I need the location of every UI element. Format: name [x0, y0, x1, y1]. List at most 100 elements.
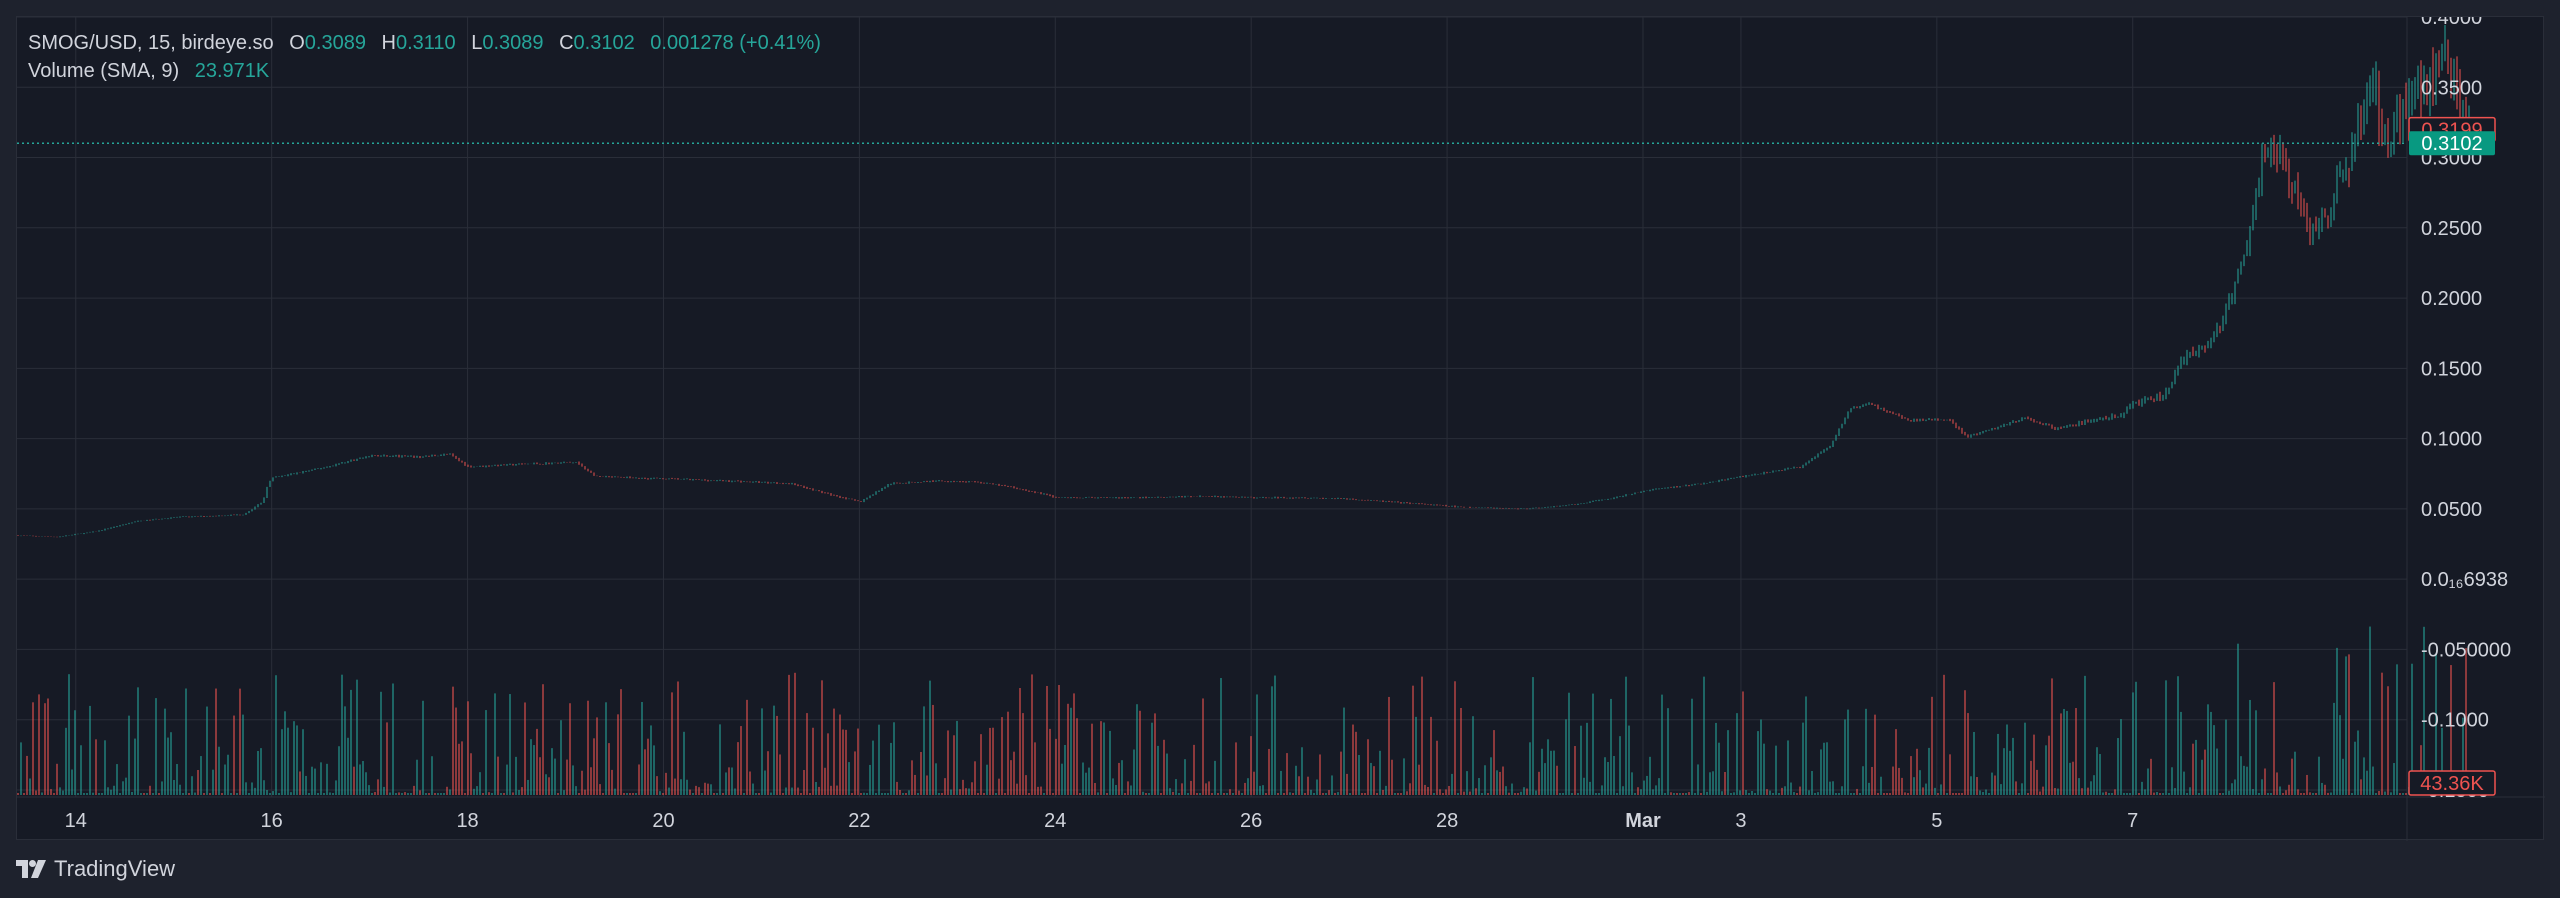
volume-bar — [1544, 763, 1546, 795]
volume-bar — [2075, 708, 2077, 795]
volume-bar — [95, 739, 97, 795]
volume-bar — [1160, 793, 1162, 795]
volume-bar — [395, 793, 397, 795]
volume-bar — [806, 713, 808, 795]
volume-bar — [1772, 793, 1774, 795]
time-axis[interactable]: 14 16 18 20 22 24 26 28 Mar 3 5 7 — [65, 810, 2139, 832]
volume-bar — [563, 790, 565, 795]
grid-lines — [17, 17, 2545, 841]
price-tick-label: 0.4000 — [2421, 17, 2482, 29]
volume-bar — [866, 793, 868, 795]
volume-bar — [977, 793, 979, 795]
volume-bar — [635, 793, 637, 795]
volume-bar — [1646, 775, 1648, 795]
volume-bar — [2309, 792, 2311, 795]
volume-bar — [2384, 791, 2386, 795]
volume-bar — [929, 680, 931, 795]
volume-bar — [611, 769, 613, 795]
volume-bar — [2051, 678, 2053, 795]
volume-bar — [158, 793, 160, 795]
volume-bar — [1181, 783, 1183, 795]
volume-bar — [2159, 793, 2161, 795]
volume-bar — [539, 757, 541, 795]
volume-bar — [206, 706, 208, 795]
volume-bar — [1295, 765, 1297, 795]
volume-bar — [329, 792, 331, 795]
volume-bar — [2138, 793, 2140, 795]
volume-bar — [965, 788, 967, 795]
volume-bar — [2147, 768, 2149, 795]
volume-bar — [1481, 793, 1483, 795]
volume-bar — [2063, 708, 2065, 795]
volume-bar — [1811, 771, 1813, 795]
tradingview-logo[interactable]: TradingView — [16, 856, 175, 882]
volume-bar — [845, 729, 847, 795]
volume-bar — [155, 698, 157, 795]
volume-bar — [1829, 781, 1831, 795]
volume-bar — [2273, 682, 2275, 795]
volume-bar — [1985, 789, 1987, 795]
volume-bar — [1229, 789, 1231, 795]
volume-bar — [1451, 773, 1453, 795]
volume-bar — [836, 785, 838, 795]
volume-bar — [1991, 772, 1993, 795]
volume-bar — [1592, 693, 1594, 795]
volume-bar — [695, 785, 697, 795]
volume-bar — [959, 789, 961, 795]
volume-label[interactable]: Volume (SMA, 9) — [28, 60, 180, 82]
volume-bar — [1034, 742, 1036, 795]
volume-bar — [1088, 767, 1090, 795]
volume-bar — [710, 784, 712, 795]
time-tick-label: 5 — [1931, 810, 1942, 832]
high-label: H — [381, 32, 396, 54]
volume-bar — [2105, 791, 2107, 795]
volume-bar — [1133, 749, 1135, 795]
volume-bar — [1721, 791, 1723, 795]
volume-bar — [1025, 775, 1027, 795]
volume-bar — [377, 779, 379, 795]
volume-bar — [1097, 792, 1099, 795]
volume-bar — [1769, 790, 1771, 795]
volume-bar — [443, 793, 445, 795]
volume-bar — [1265, 793, 1267, 795]
volume-bar — [392, 683, 394, 795]
volume-bar — [1175, 779, 1177, 795]
chart-container[interactable]: 0.4000 0.3500 0.3000 0.2500 0.2000 0.1500 0.10… — [16, 16, 2545, 841]
volume-bar — [2411, 663, 2413, 795]
volume-bar — [59, 787, 61, 795]
volume-bar — [1064, 744, 1066, 795]
volume-bar — [875, 793, 877, 795]
volume-bar — [143, 793, 145, 795]
volume-bar — [2039, 791, 2041, 795]
volume-bar — [257, 750, 259, 795]
price-tick-label: -0.1000 — [2421, 710, 2489, 732]
volume-bar — [953, 735, 955, 795]
volume-bar — [2315, 793, 2317, 795]
volume-bar — [1427, 786, 1429, 795]
volume-bar — [440, 793, 442, 795]
volume-bar — [1673, 793, 1675, 795]
volume-bar — [2288, 784, 2290, 795]
volume-bar — [2297, 789, 2299, 795]
volume-bar — [1406, 791, 1408, 795]
volume-bar — [1574, 746, 1576, 795]
volume-bar — [803, 770, 805, 795]
volume-bar — [1028, 793, 1030, 795]
volume-bar — [2324, 784, 2326, 795]
symbol-label[interactable]: SMOG/USD, 15, birdeye.so — [28, 32, 274, 54]
volume-bar — [2036, 769, 2038, 795]
time-tick-label: 22 — [848, 810, 870, 832]
volume-bar — [1823, 742, 1825, 795]
volume-bar — [290, 792, 292, 795]
volume-bar — [1727, 730, 1729, 795]
volume-bar — [2210, 711, 2212, 795]
chart-canvas[interactable]: 0.40000.35000.30000.25000.20000.15000.10… — [17, 17, 2545, 841]
volume-bar — [1049, 728, 1051, 795]
volume-bar — [323, 793, 325, 795]
volume-bar — [182, 793, 184, 795]
volume-bar — [950, 789, 952, 795]
volume-bar — [737, 742, 739, 795]
volume-bar — [2045, 745, 2047, 795]
volume-bar — [1397, 793, 1399, 795]
volume-bar — [1217, 793, 1219, 795]
